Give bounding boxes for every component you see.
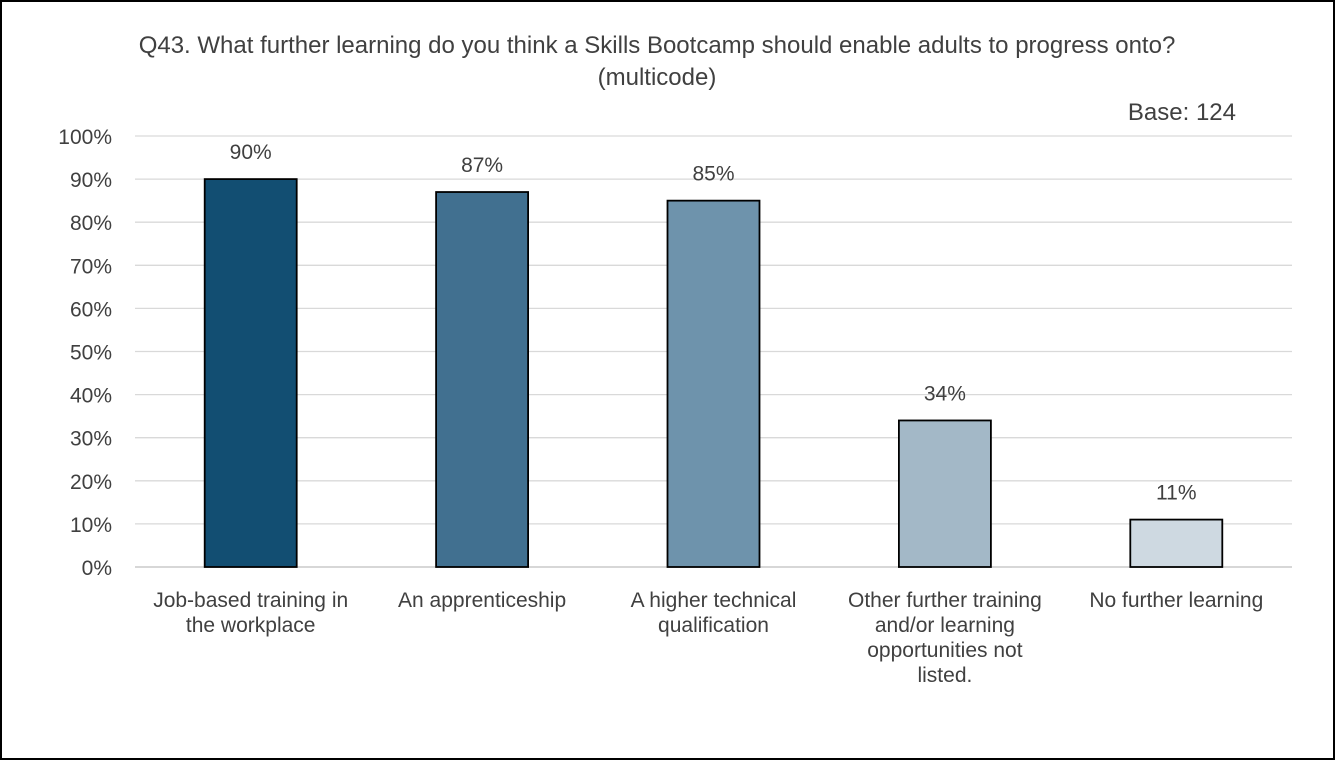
data-label: 34%: [924, 382, 966, 405]
base-note: Base: 124: [1127, 99, 1236, 126]
bar: [435, 191, 530, 568]
y-tick-label: 20%: [70, 471, 112, 494]
data-labels: 90% 87% 85% 34% 11%: [230, 141, 1197, 504]
x-axis-labels: Job-based training in the workplace An app…: [153, 589, 1263, 687]
y-tick-label: 50%: [70, 342, 112, 365]
bar: [203, 178, 298, 568]
data-label: 87%: [461, 154, 503, 177]
y-axis-ticks: 0% 10% 20% 30% 40% 50% 60% 70% 80% 90% 100%: [58, 126, 112, 580]
category-label: An apprenticeship: [398, 589, 566, 612]
y-tick-label: 60%: [70, 298, 112, 321]
y-tick-label: 0%: [82, 557, 112, 580]
y-tick-label: 70%: [70, 255, 112, 278]
y-tick-label: 90%: [70, 169, 112, 192]
bar: [666, 199, 761, 568]
chart-title: Q43. What further learning do you think …: [138, 32, 1176, 91]
y-tick-label: 30%: [70, 428, 112, 451]
bar: [898, 419, 992, 568]
y-tick-label: 100%: [58, 126, 112, 149]
category-label: Job-based training in the workplace: [153, 589, 348, 637]
y-tick-label: 80%: [70, 212, 112, 235]
y-tick-label: 40%: [70, 385, 112, 408]
category-label: Other further training and/or learning opp…: [848, 589, 1042, 687]
data-label: 11%: [1156, 482, 1196, 505]
data-label: 90%: [230, 141, 272, 164]
data-label: 85%: [692, 163, 734, 186]
y-tick-label: 10%: [70, 514, 112, 537]
bars: [203, 178, 1224, 568]
bar: [1129, 518, 1224, 568]
category-label: No further learning: [1089, 589, 1263, 612]
category-label: A higher technical qualification: [631, 589, 797, 637]
